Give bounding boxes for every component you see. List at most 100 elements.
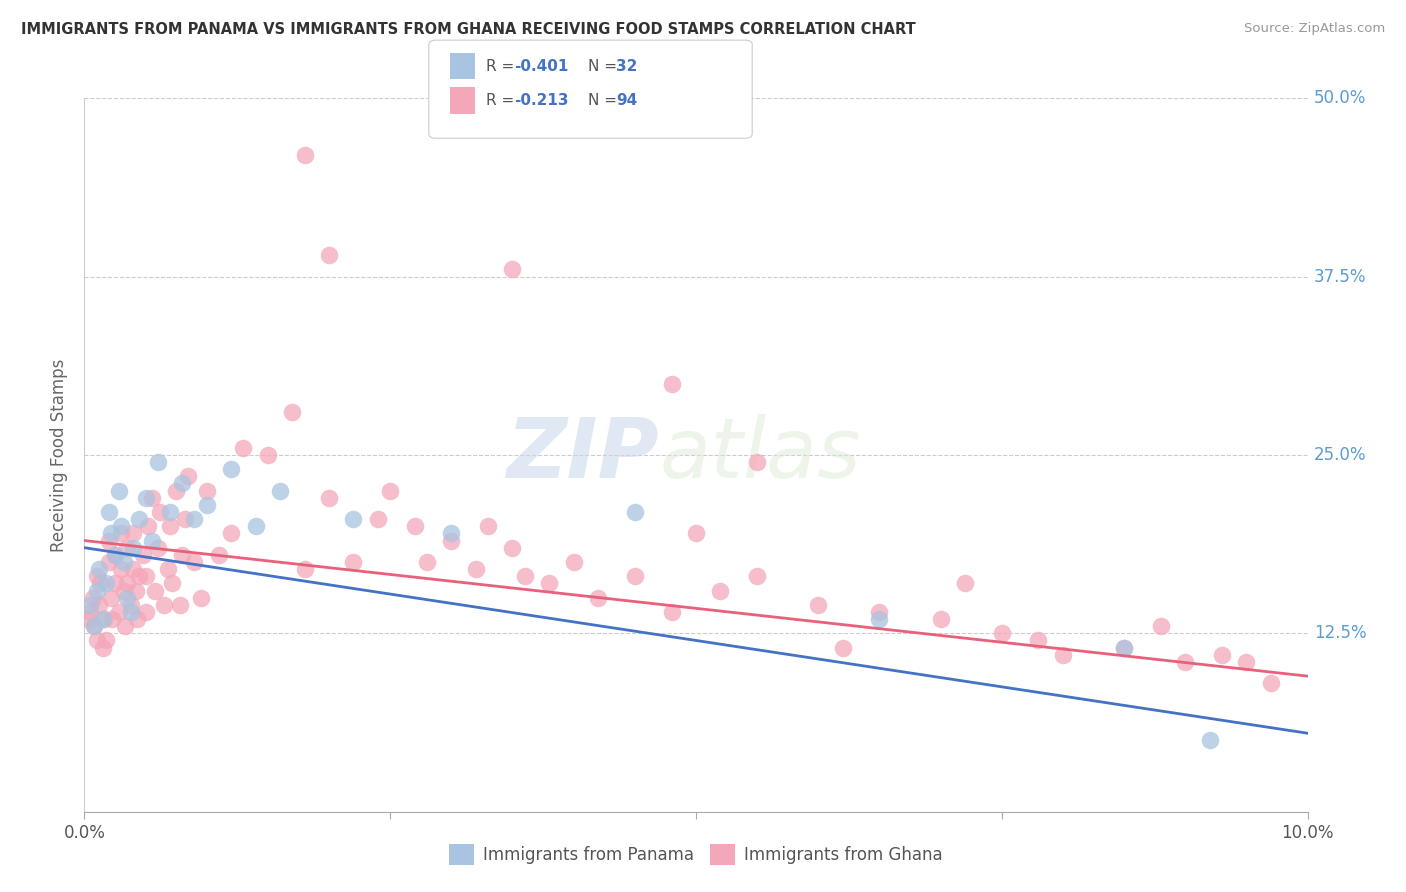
Point: [156, 562, 179, 576]
Point: [183, 512, 205, 526]
Point: [501, 262, 523, 277]
Point: [232, 441, 254, 455]
Text: 50.0%: 50.0%: [1313, 89, 1367, 107]
Point: [1028, 633, 1050, 648]
Point: [464, 562, 486, 576]
Point: [990, 626, 1012, 640]
Point: [807, 598, 830, 612]
Text: R =: R =: [486, 94, 520, 108]
Point: [586, 591, 609, 605]
Point: [79, 598, 101, 612]
Point: [661, 605, 683, 619]
Point: [115, 576, 138, 591]
Y-axis label: Receiving Food Stamps: Receiving Food Stamps: [51, 359, 69, 551]
Point: [245, 519, 267, 533]
Legend: Immigrants from Panama, Immigrants from Ghana: Immigrants from Panama, Immigrants from …: [443, 838, 949, 871]
Point: [136, 519, 159, 533]
Point: [86, 569, 108, 583]
Point: [135, 491, 157, 505]
Point: [107, 605, 129, 619]
Point: [177, 469, 200, 483]
Point: [1211, 648, 1233, 662]
Point: [219, 462, 242, 476]
Point: [141, 491, 163, 505]
Point: [172, 548, 194, 562]
Point: [159, 505, 181, 519]
Point: [1052, 648, 1074, 662]
Point: [91, 640, 114, 655]
Point: [172, 476, 194, 491]
Point: [745, 569, 768, 583]
Point: [125, 612, 148, 626]
Point: [97, 533, 120, 548]
Text: 94: 94: [616, 94, 637, 108]
Point: [1260, 676, 1282, 690]
Point: [367, 512, 389, 526]
Point: [929, 612, 952, 626]
Text: R =: R =: [486, 59, 520, 73]
Point: [380, 483, 402, 498]
Point: [1174, 655, 1197, 669]
Point: [93, 612, 115, 626]
Point: [115, 591, 138, 605]
Point: [318, 248, 340, 262]
Text: -0.213: -0.213: [515, 94, 569, 108]
Point: [501, 541, 523, 555]
Point: [110, 526, 132, 541]
Text: 25.0%: 25.0%: [1313, 446, 1367, 464]
Point: [104, 576, 127, 591]
Point: [294, 148, 316, 162]
Point: [100, 591, 122, 605]
Point: [342, 555, 364, 569]
Point: [96, 576, 118, 591]
Point: [112, 583, 135, 598]
Point: [89, 576, 111, 591]
Point: [132, 548, 155, 562]
Point: [110, 562, 132, 576]
Point: [745, 455, 768, 469]
Point: [661, 376, 683, 391]
Point: [624, 569, 647, 583]
Point: [96, 633, 118, 648]
Point: [685, 526, 707, 541]
Point: [110, 519, 132, 533]
Point: [97, 505, 120, 519]
Point: [513, 569, 536, 583]
Point: [104, 548, 127, 562]
Point: [86, 633, 108, 648]
Point: [477, 519, 499, 533]
Point: [143, 583, 166, 598]
Point: [135, 569, 157, 583]
Point: [190, 591, 212, 605]
Point: [87, 598, 110, 612]
Point: [624, 505, 647, 519]
Point: [416, 555, 439, 569]
Point: [153, 598, 176, 612]
Text: -0.401: -0.401: [515, 59, 569, 73]
Text: atlas: atlas: [659, 415, 860, 495]
Point: [159, 519, 181, 533]
Point: [107, 483, 129, 498]
Point: [83, 619, 105, 633]
Point: [169, 598, 191, 612]
Point: [269, 483, 291, 498]
Point: [831, 640, 853, 655]
Point: [219, 526, 242, 541]
Text: ZIP: ZIP: [506, 415, 659, 495]
Point: [114, 619, 136, 633]
Text: N =: N =: [588, 94, 621, 108]
Point: [709, 583, 731, 598]
Point: [146, 455, 169, 469]
Point: [135, 605, 157, 619]
Point: [122, 562, 145, 576]
Point: [149, 505, 172, 519]
Point: [101, 612, 124, 626]
Point: [183, 555, 205, 569]
Point: [79, 605, 101, 619]
Point: [1150, 619, 1173, 633]
Point: [294, 562, 316, 576]
Point: [1198, 733, 1220, 747]
Point: [122, 541, 145, 555]
Point: [122, 526, 145, 541]
Point: [562, 555, 585, 569]
